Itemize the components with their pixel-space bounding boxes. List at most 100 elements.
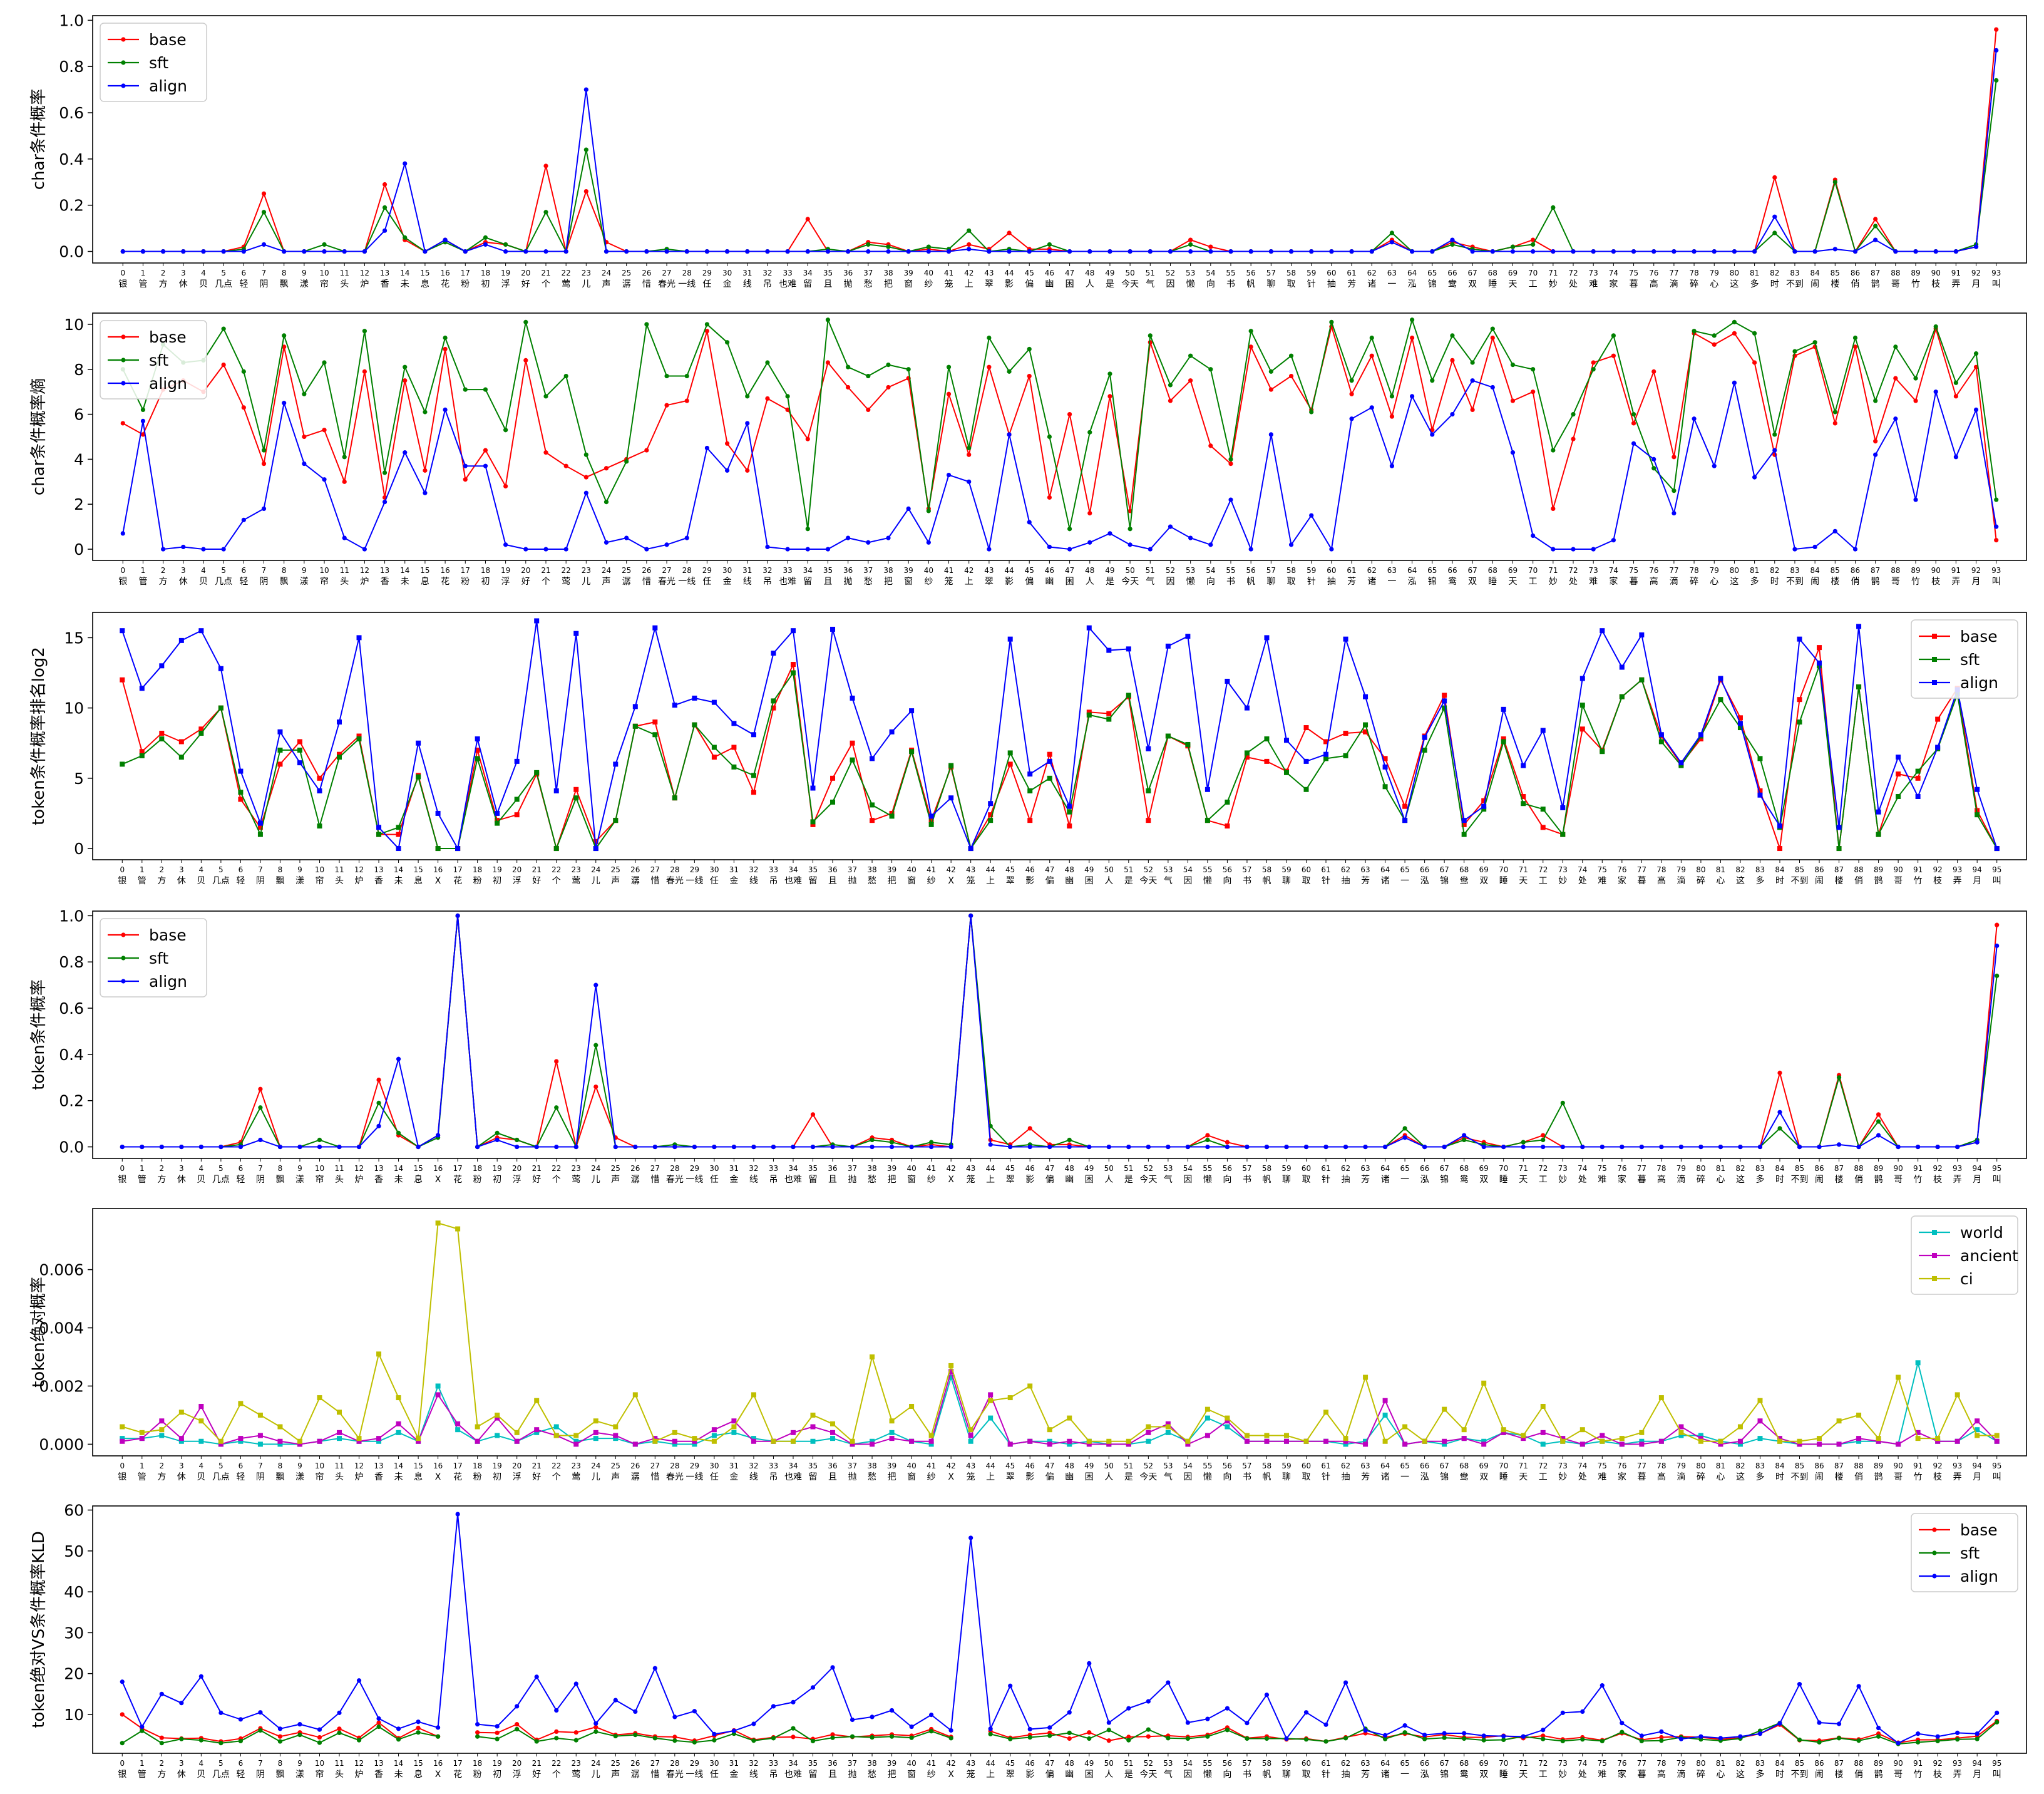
data-point [1168, 383, 1173, 388]
data-point [1994, 497, 1999, 502]
x-tick-label: 21 [532, 1461, 542, 1470]
data-point [866, 242, 871, 247]
data-point [1913, 497, 1918, 502]
data-point [120, 1144, 125, 1150]
data-point [218, 1441, 223, 1447]
x-tick-label: 25 [622, 566, 631, 575]
x-token-label: 未 [401, 577, 409, 587]
data-point [1245, 1721, 1250, 1726]
data-point [1551, 506, 1556, 512]
x-token-label: 帘 [320, 577, 329, 587]
data-point [1580, 1737, 1585, 1742]
x-token-label: 声 [602, 577, 611, 587]
x-tick-label: 35 [808, 865, 818, 874]
x-token-label: 帆 [1262, 876, 1271, 886]
x-token-label: 一 [1387, 577, 1396, 587]
x-tick-label: 72 [1538, 1759, 1548, 1768]
data-point [159, 1691, 164, 1696]
x-tick-label: 57 [1242, 1164, 1251, 1173]
data-point [1343, 1441, 1348, 1447]
data-point [356, 1738, 362, 1743]
data-point [1402, 1126, 1407, 1131]
x-token-label: 妙 [1558, 876, 1567, 886]
data-point [1692, 329, 1697, 334]
x-tick-label: 86 [1851, 566, 1860, 575]
x-token-label: 头 [335, 876, 344, 886]
x-token-label: 诸 [1367, 577, 1376, 587]
x-token-label: 方 [159, 577, 168, 587]
x-tick-label: 84 [1775, 1461, 1784, 1470]
data-point [1501, 1427, 1506, 1433]
data-point [317, 1727, 322, 1732]
data-point [1027, 788, 1033, 794]
data-point [277, 1726, 283, 1731]
data-point [1264, 1736, 1270, 1741]
data-point [1087, 430, 1092, 435]
x-token-label: 聊 [1282, 1770, 1291, 1780]
x-tick-label: 41 [927, 1461, 936, 1470]
data-point [1852, 344, 1858, 349]
x-tick-label: 5 [221, 566, 226, 575]
x-tick-label: 15 [413, 1164, 423, 1173]
legend-marker [121, 956, 126, 961]
x-tick-label: 66 [1420, 1461, 1429, 1470]
data-point [593, 1724, 598, 1730]
x-tick-label: 74 [1578, 865, 1587, 874]
data-point [238, 1144, 244, 1150]
x-token-label: 书 [1243, 1175, 1251, 1185]
data-point [1551, 249, 1556, 254]
data-point [342, 249, 347, 254]
data-point [483, 463, 488, 468]
x-tick-label: 60 [1327, 566, 1336, 575]
data-point [1363, 729, 1369, 735]
x-tick-label: 93 [1991, 566, 2001, 575]
data-point [238, 1438, 244, 1444]
data-point [1737, 1424, 1743, 1430]
x-tick-label: 78 [1656, 865, 1666, 874]
data-point [1817, 1144, 1822, 1150]
x-token-label: 未 [394, 876, 403, 886]
x-token-label: 金 [729, 1770, 738, 1780]
x-tick-label: 41 [944, 566, 953, 575]
x-tick-label: 81 [1716, 1759, 1725, 1768]
x-token-label: 息 [421, 576, 429, 587]
data-point [987, 335, 992, 341]
data-point [1126, 1738, 1131, 1743]
x-tick-label: 7 [258, 1164, 263, 1173]
data-point [523, 249, 528, 254]
data-point [1732, 331, 1737, 336]
x-token-label: 一 [1400, 876, 1409, 886]
data-point [1382, 756, 1388, 761]
x-tick-label: 25 [611, 1759, 620, 1768]
x-token-label: 妙 [1549, 577, 1558, 587]
data-point [1283, 1438, 1289, 1444]
x-tick-label: 92 [1933, 1461, 1943, 1470]
x-token-label: 弄 [1951, 279, 1960, 289]
data-point [1047, 751, 1052, 757]
x-token-label: 几点 [212, 876, 230, 886]
data-point [443, 237, 448, 242]
x-token-label: 也难 [784, 1472, 802, 1482]
x-token-label: 聊 [1266, 577, 1275, 587]
x-tick-label: 16 [433, 1759, 443, 1768]
x-token-label: 任 [710, 1472, 719, 1482]
x-tick-label: 17 [453, 1759, 462, 1768]
x-tick-label: 5 [218, 1164, 223, 1173]
data-point [435, 810, 441, 816]
x-token-label: 轻 [239, 279, 248, 289]
data-point [1995, 922, 2000, 927]
x-tick-label: 68 [1459, 865, 1469, 874]
x-token-label: 阴 [260, 279, 269, 289]
data-point [282, 401, 287, 406]
data-point [1481, 803, 1487, 809]
x-tick-label: 76 [1617, 1759, 1626, 1768]
x-tick-label: 39 [887, 1759, 896, 1768]
x-tick-label: 21 [532, 865, 542, 874]
x-tick-label: 87 [1871, 269, 1880, 277]
x-token-label: 困 [1066, 279, 1074, 289]
x-token-label: 闹 [1810, 279, 1819, 289]
x-token-label: 把 [888, 876, 896, 886]
x-tick-label: 78 [1656, 1461, 1666, 1470]
data-point [1817, 660, 1822, 666]
data-point [751, 773, 756, 778]
